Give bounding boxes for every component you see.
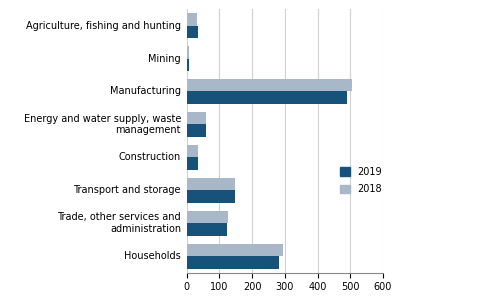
Bar <box>187 211 228 223</box>
Bar <box>187 92 347 104</box>
Legend: 2019, 2018: 2019, 2018 <box>340 167 382 194</box>
Bar <box>187 190 235 203</box>
Bar <box>187 25 198 38</box>
Bar <box>187 125 206 137</box>
Bar <box>187 46 189 58</box>
Bar <box>187 223 227 236</box>
Bar <box>187 157 198 170</box>
Bar <box>187 13 197 25</box>
Bar <box>187 244 283 256</box>
Bar <box>187 79 352 92</box>
Bar <box>187 58 189 71</box>
Bar <box>187 145 198 157</box>
Bar <box>187 112 206 125</box>
Bar <box>187 256 279 269</box>
Bar <box>187 178 235 190</box>
